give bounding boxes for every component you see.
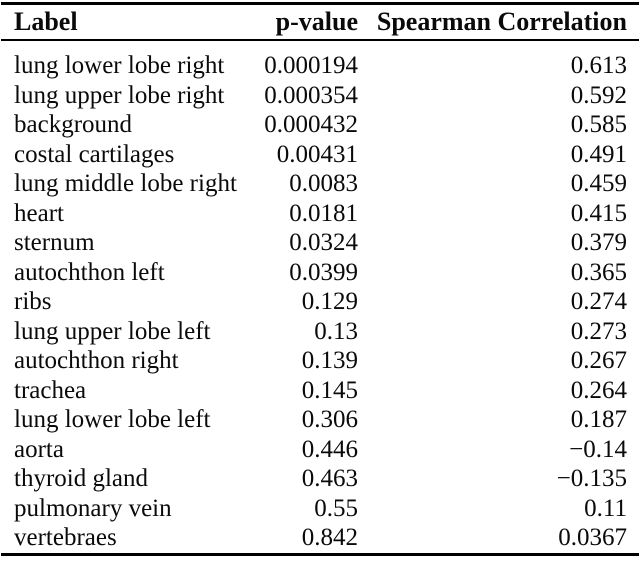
p-value-cell: 0.145 <box>301 376 358 404</box>
label-cell: lung upper lobe left <box>14 317 211 345</box>
p-value-cell: 0.0324 <box>289 229 358 257</box>
label-cell: pulmonary vein <box>14 494 172 522</box>
table-row: costal cartilages 0.00431 0.491 <box>1 140 639 170</box>
table-row: autochthon left 0.0399 0.365 <box>1 258 639 288</box>
table-row: lung lower lobe right 0.000194 0.613 <box>1 40 639 81</box>
p-value-cell: 0.13 <box>314 317 358 345</box>
label-cell: costal cartilages <box>14 140 175 168</box>
col-header-spearman-correlation: Spearman Correlation <box>358 3 639 41</box>
table-row: lung upper lobe right 0.000354 0.592 <box>1 81 639 111</box>
spearman-cell: 0.267 <box>570 347 627 375</box>
p-value-cell: 0.00431 <box>276 140 358 168</box>
label-cell: aorta <box>14 435 64 463</box>
spearman-cell: 0.415 <box>570 199 627 227</box>
table-row: heart 0.0181 0.415 <box>1 199 639 229</box>
spearman-cell: 0.491 <box>570 140 627 168</box>
p-value-cell: 0.129 <box>301 288 358 316</box>
label-cell: background <box>14 111 133 139</box>
label-cell: autochthon right <box>14 347 179 375</box>
label-cell: heart <box>14 199 64 227</box>
table-row: sternum 0.0324 0.379 <box>1 228 639 258</box>
label-cell: lung lower lobe left <box>14 406 211 434</box>
table-row: lung upper lobe left 0.13 0.273 <box>1 317 639 347</box>
table-row: lung lower lobe left 0.306 0.187 <box>1 405 639 435</box>
label-cell: trachea <box>14 376 87 404</box>
p-value-cell: 0.0083 <box>289 170 358 198</box>
spearman-cell: 0.11 <box>584 494 627 522</box>
col-header-p-value: p-value <box>221 3 358 41</box>
p-value-cell: 0.446 <box>301 435 358 463</box>
p-value-cell: 0.000432 <box>264 111 358 139</box>
table-row: thyroid gland 0.463 −0.135 <box>1 464 639 494</box>
spearman-cell: 0.459 <box>570 170 627 198</box>
p-value-cell: 0.000194 <box>264 52 358 80</box>
p-value-cell: 0.463 <box>301 465 358 493</box>
spearman-cell: 0.379 <box>570 229 627 257</box>
p-value-cell: 0.842 <box>301 524 358 552</box>
p-value-cell: 0.0399 <box>289 258 358 286</box>
table-row: background 0.000432 0.585 <box>1 110 639 140</box>
table-row: lung middle lobe right 0.0083 0.459 <box>1 169 639 199</box>
spearman-cell: −0.135 <box>556 465 627 493</box>
label-cell: autochthon left <box>14 258 165 286</box>
spearman-cell: 0.613 <box>570 52 627 80</box>
table-header: Label p-value Spearman Correlation <box>1 3 639 41</box>
table-row: autochthon right 0.139 0.267 <box>1 346 639 376</box>
p-value-cell: 0.000354 <box>264 81 358 109</box>
p-value-cell: 0.55 <box>314 494 358 522</box>
label-cell: ribs <box>14 288 52 316</box>
label-cell: lung middle lobe right <box>14 170 237 198</box>
label-cell: sternum <box>14 229 95 257</box>
spearman-cell: 0.592 <box>570 81 627 109</box>
spearman-cell: 0.585 <box>570 111 627 139</box>
spearman-cell: 0.274 <box>570 288 627 316</box>
table-row: vertebraes 0.842 0.0367 <box>1 523 639 554</box>
spearman-cell: 0.0367 <box>558 524 627 552</box>
label-cell: lung lower lobe right <box>14 52 225 80</box>
table-body: lung lower lobe right 0.000194 0.613 lung u… <box>1 40 639 554</box>
header-row: Label p-value Spearman Correlation <box>1 3 639 41</box>
label-cell: thyroid gland <box>14 465 149 493</box>
spearman-cell: −0.14 <box>569 435 627 463</box>
p-value-cell: 0.306 <box>301 406 358 434</box>
table-row: aorta 0.446 −0.14 <box>1 435 639 465</box>
spearman-cell: 0.273 <box>570 317 627 345</box>
spearman-cell: 0.264 <box>570 376 627 404</box>
table-row: ribs 0.129 0.274 <box>1 287 639 317</box>
spearman-cell: 0.365 <box>570 258 627 286</box>
p-value-cell: 0.139 <box>301 347 358 375</box>
spearman-cell: 0.187 <box>570 406 627 434</box>
label-cell: lung upper lobe right <box>14 81 225 109</box>
table-row: trachea 0.145 0.264 <box>1 376 639 406</box>
table-row: pulmonary vein 0.55 0.11 <box>1 494 639 524</box>
col-header-label: Label <box>1 3 221 41</box>
p-value-cell: 0.0181 <box>289 199 358 227</box>
label-cell: vertebraes <box>14 524 117 552</box>
